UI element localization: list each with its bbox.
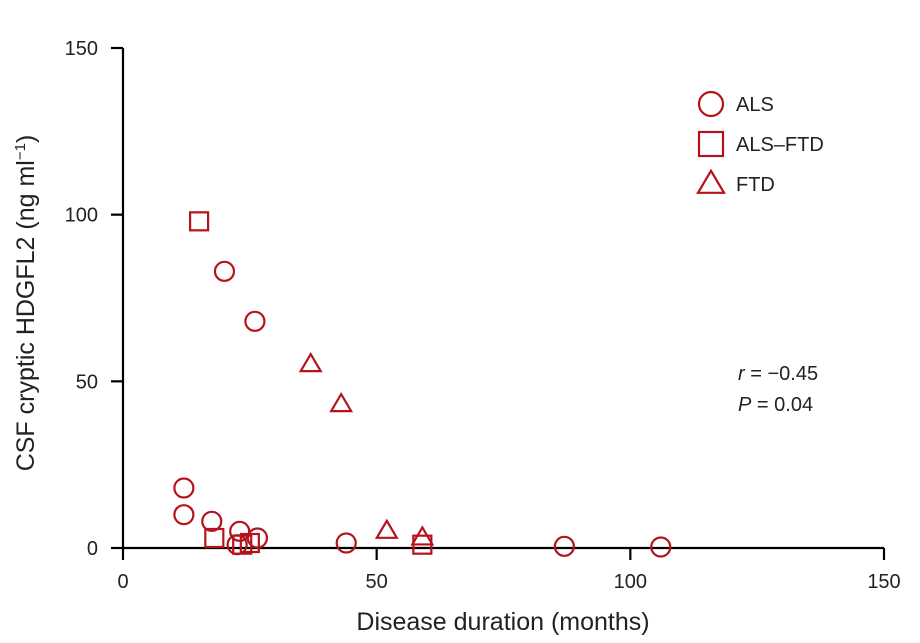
x-tick-label: 50 [366, 571, 388, 593]
data-point-circle [650, 536, 672, 558]
data-point-square [239, 532, 260, 554]
data-point-circle [335, 532, 357, 554]
legend-label: ALS–FTD [736, 134, 824, 156]
y-axis-title-superscript: −1 [12, 143, 29, 160]
data-point-square [189, 211, 210, 232]
x-tick-label: 150 [867, 571, 900, 593]
data-point-circle [173, 504, 195, 526]
data-point-circle [229, 520, 251, 542]
data-point-triangle [329, 391, 354, 413]
correlation-annotation: r = −0.45 P = 0.04 [738, 363, 818, 416]
y-ticks: 0 50 100 150 [65, 38, 123, 560]
legend-marker-square [697, 130, 725, 158]
x-axis-title: Disease duration (months) [356, 608, 649, 636]
legend-label: ALS [736, 94, 774, 116]
data-point-triangle [298, 351, 323, 373]
data-point-circle [173, 477, 195, 499]
y-tick-label: 0 [87, 538, 98, 560]
data-point-circle [201, 510, 223, 532]
legend-label: FTD [736, 174, 775, 196]
r-symbol: r [738, 363, 746, 385]
data-point-circle [244, 310, 266, 332]
y-tick-label: 50 [76, 371, 98, 393]
y-tick-label: 150 [65, 38, 98, 60]
p-symbol: P [738, 394, 752, 416]
legend-marker-triangle [696, 168, 726, 194]
y-tick-label: 100 [65, 205, 98, 227]
legend-marker-circle [697, 90, 725, 118]
data-points [173, 211, 672, 558]
data-point-triangle [374, 518, 399, 539]
x-tick-label: 100 [614, 571, 647, 593]
data-point-triangle [410, 525, 435, 546]
data-point-circle [213, 260, 236, 282]
x-tick-label: 0 [117, 571, 128, 593]
data-point-square [204, 527, 225, 549]
data-point-circle [553, 535, 575, 557]
p-statistic: P = 0.04 [738, 394, 813, 416]
y-axis-title-close: ) [12, 135, 40, 143]
r-statistic: r = −0.45 [738, 363, 818, 385]
p-value: = 0.04 [751, 394, 813, 416]
y-axis-title: CSF cryptic HDGFL2 (ng ml−1) [12, 135, 40, 472]
x-ticks: 0 50 100 150 [117, 548, 901, 593]
axes [121, 48, 884, 550]
data-point-square [232, 534, 253, 555]
legend: ALS ALS–FTD FTD [696, 90, 824, 196]
r-value: = −0.45 [745, 363, 818, 385]
data-point-circle [246, 527, 269, 549]
y-axis-title-main: CSF cryptic HDGFL2 (ng ml [12, 160, 40, 471]
